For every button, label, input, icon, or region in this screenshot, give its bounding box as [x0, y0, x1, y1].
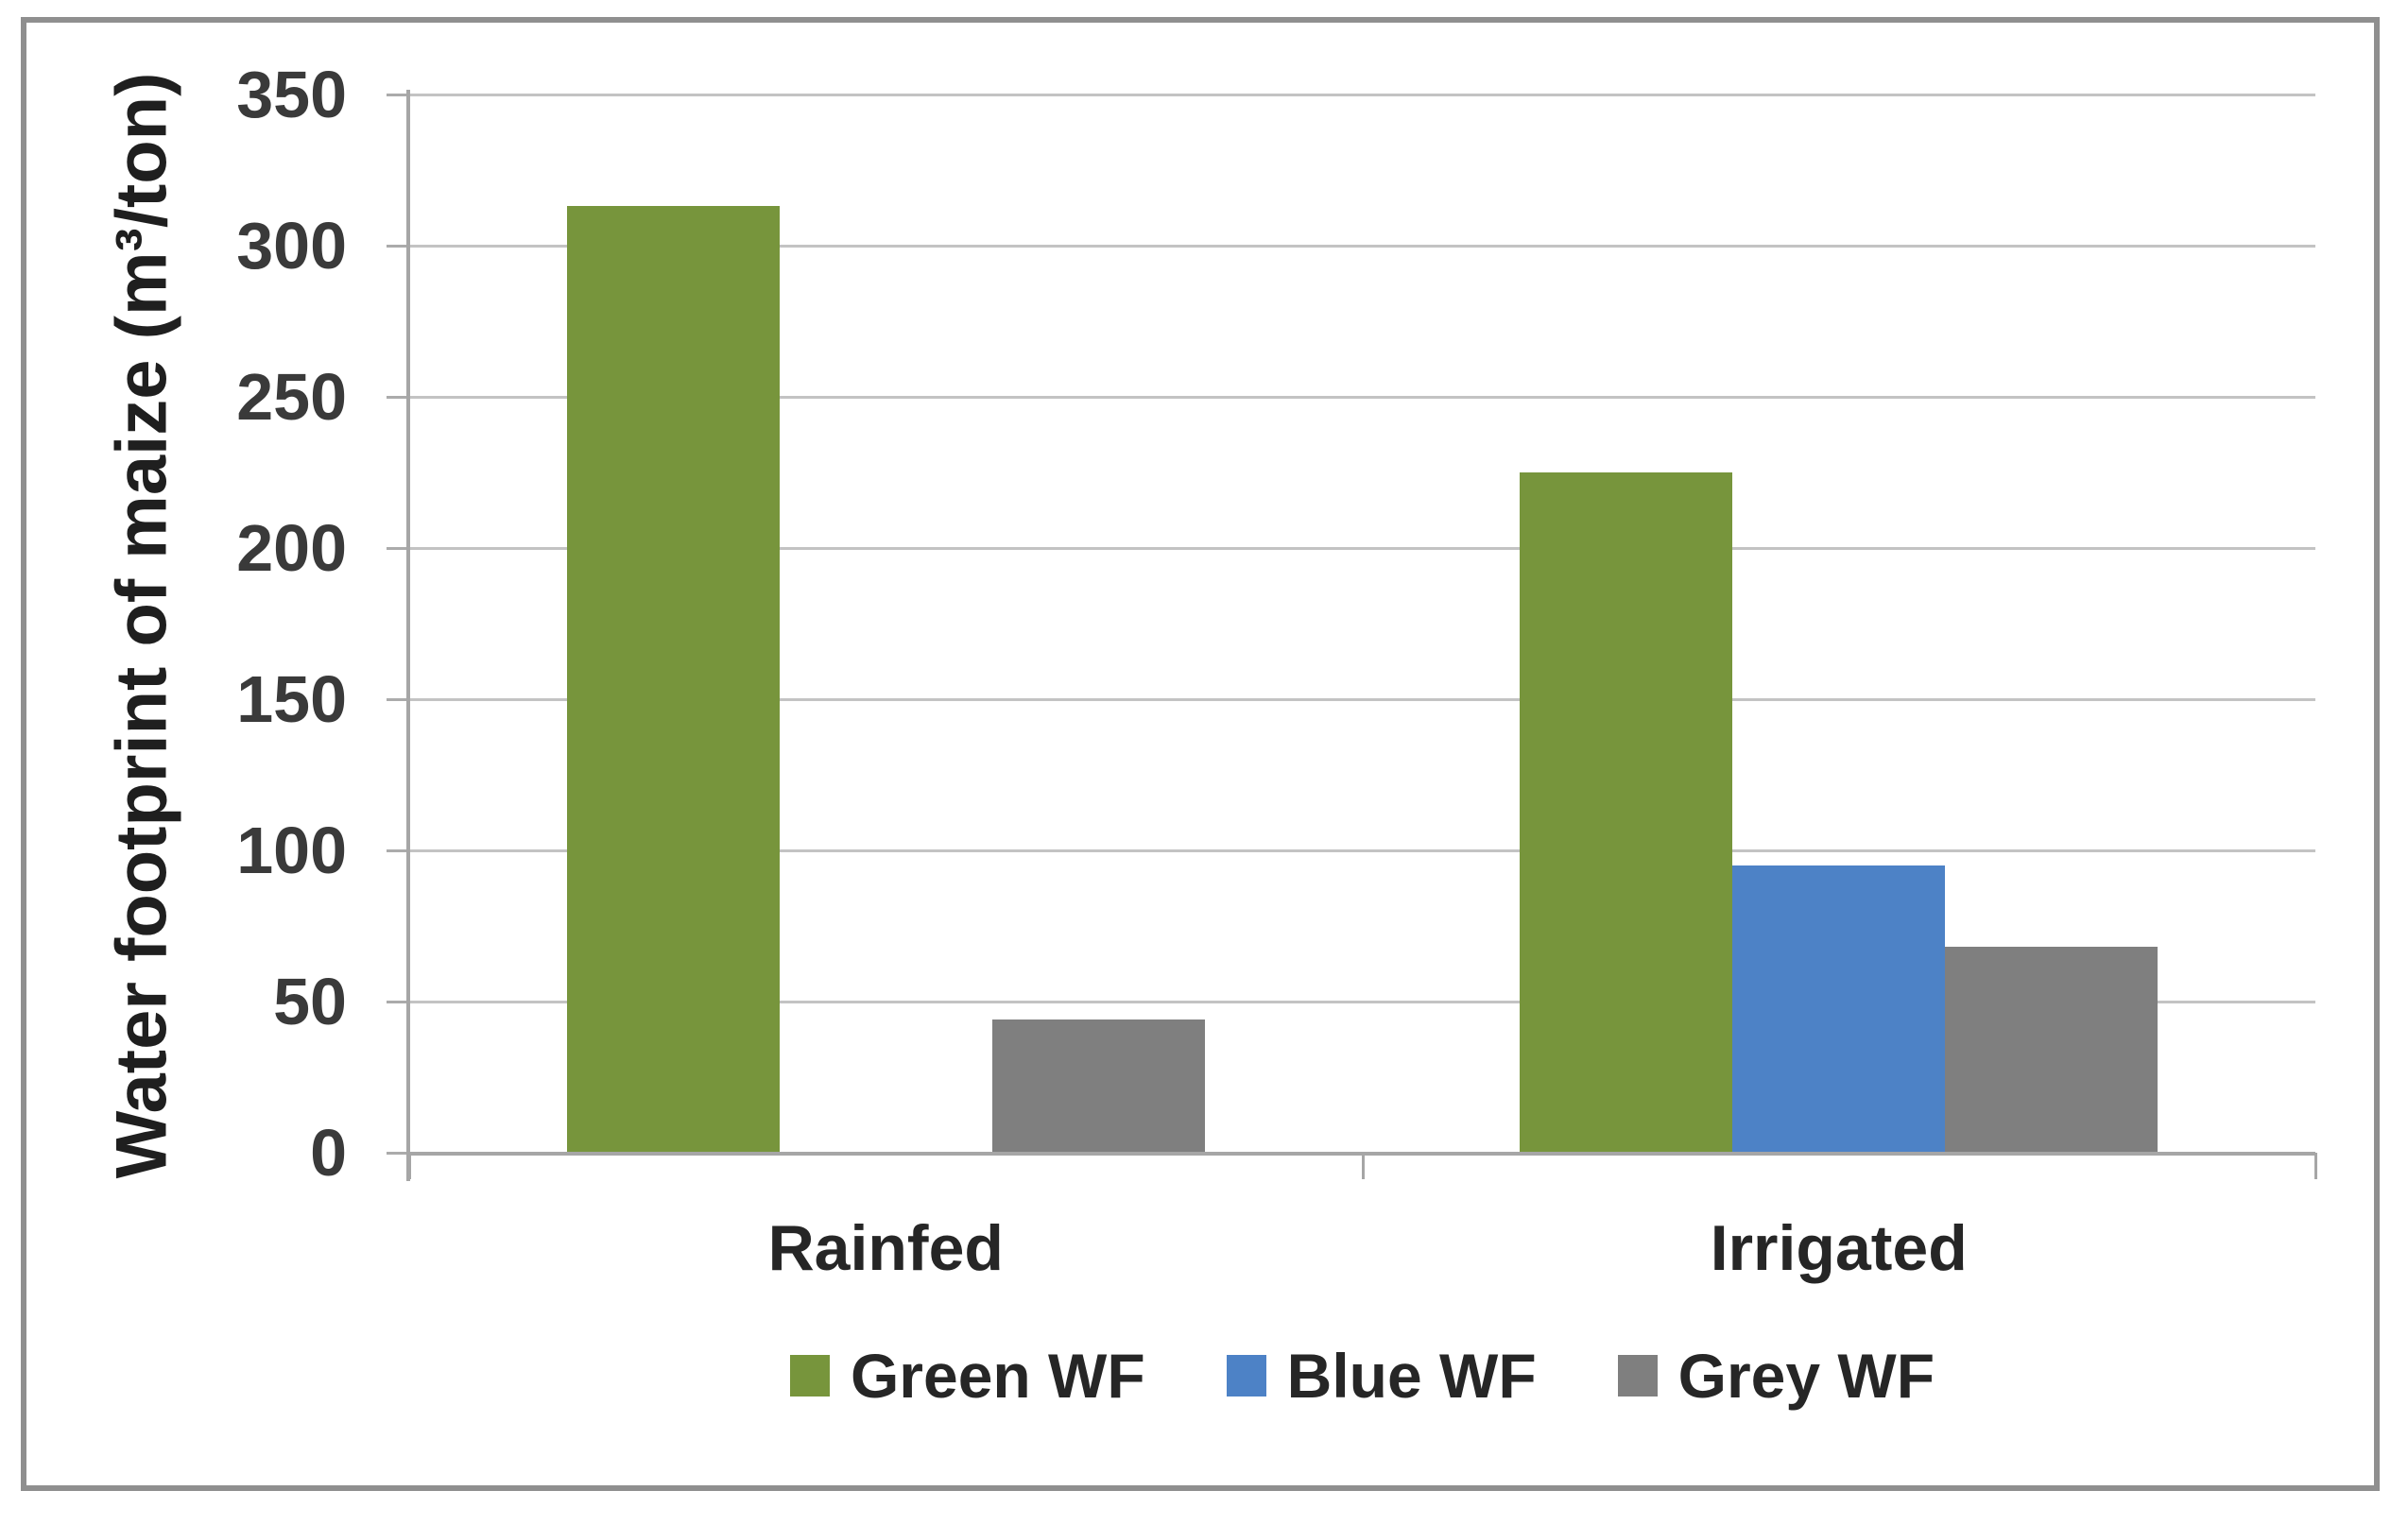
legend-swatch-icon — [1617, 1355, 1658, 1396]
y-tick-mark — [387, 245, 409, 248]
y-tick-label: 150 — [236, 662, 347, 736]
x-category-label: Rainfed — [767, 1212, 1004, 1284]
legend-item-label: Blue WF — [1286, 1341, 1537, 1411]
y-tick-label: 300 — [236, 209, 347, 283]
y-tick-label: 100 — [236, 814, 347, 887]
y-tick-label: 50 — [273, 965, 347, 1038]
x-category-label: Irrigated — [1710, 1212, 1968, 1284]
y-tick-label: 200 — [236, 511, 347, 585]
y-gridline — [409, 547, 2315, 550]
y-tick-mark — [387, 547, 409, 550]
x-tick-mark — [1361, 1153, 1365, 1179]
legend-item-label: Grey WF — [1677, 1341, 1935, 1411]
y-tick-mark — [387, 1001, 409, 1003]
y-tick-mark — [387, 94, 409, 96]
y-tick-label: 250 — [236, 360, 347, 434]
y-tick-mark — [387, 396, 409, 399]
legend-swatch-icon — [789, 1355, 830, 1396]
y-gridline — [409, 849, 2315, 852]
y-tick-label: 350 — [236, 58, 347, 131]
y-tick-mark — [387, 849, 409, 852]
bar-rainfed-grey-wf — [991, 1020, 1205, 1153]
legend-swatch-icon — [1226, 1355, 1266, 1396]
y-gridline — [409, 245, 2315, 248]
bar-irrigated-grey-wf — [1945, 947, 2159, 1153]
legend: Green WF Blue WF Grey WF — [409, 1340, 2315, 1412]
legend-item-green-wf: Green WF — [789, 1340, 1145, 1412]
y-gridline — [409, 698, 2315, 701]
legend-item-label: Green WF — [850, 1341, 1145, 1411]
y-gridline — [409, 94, 2315, 96]
y-tick-mark — [387, 698, 409, 701]
bar-irrigated-blue-wf — [1732, 865, 1946, 1153]
y-axis-line — [406, 90, 410, 1181]
y-tick-mark — [387, 1152, 409, 1155]
figure-frame — [21, 17, 2380, 1491]
y-gridline — [409, 396, 2315, 399]
legend-item-grey-wf: Grey WF — [1617, 1340, 1935, 1412]
legend-item-blue-wf: Blue WF — [1226, 1340, 1537, 1412]
x-tick-mark — [2314, 1153, 2317, 1179]
y-gridline — [409, 1001, 2315, 1003]
y-tick-label: 0 — [310, 1116, 347, 1190]
x-tick-mark — [408, 1153, 411, 1179]
bar-irrigated-green-wf — [1520, 472, 1733, 1153]
bar-rainfed-green-wf — [566, 206, 780, 1153]
